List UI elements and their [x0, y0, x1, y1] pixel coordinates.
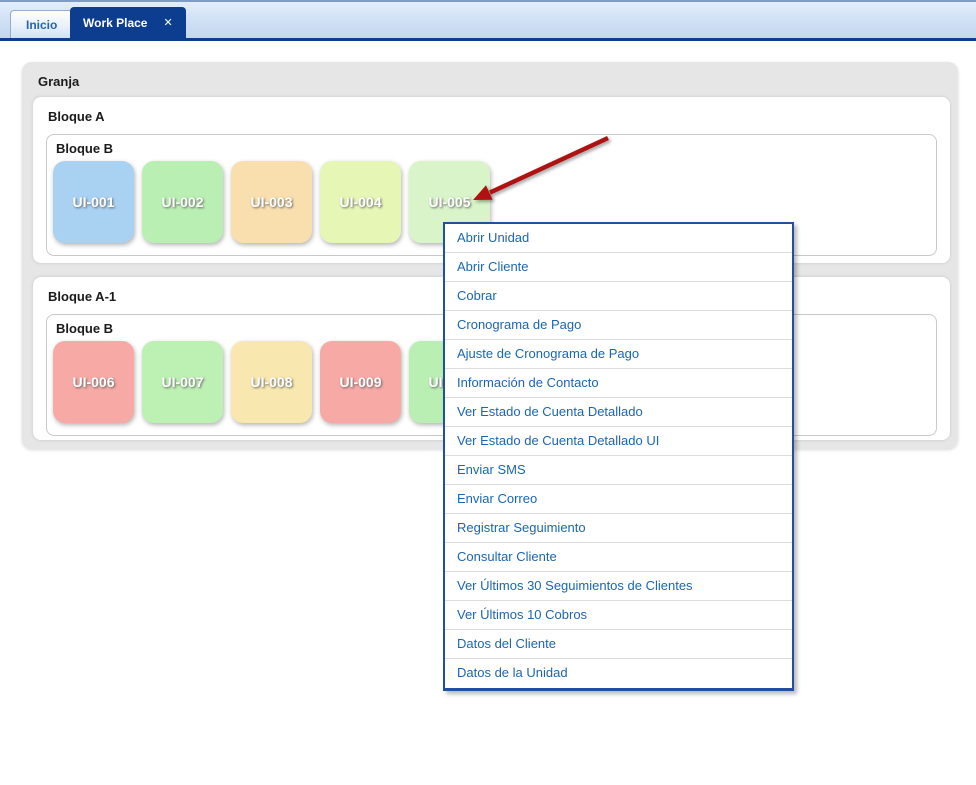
- unit-label: UI-009: [339, 374, 382, 390]
- context-menu-item[interactable]: Abrir Unidad: [445, 224, 792, 253]
- context-menu-item[interactable]: Datos del Cliente: [445, 630, 792, 659]
- context-menu-item[interactable]: Ajuste de Cronograma de Pago: [445, 340, 792, 369]
- context-menu-item[interactable]: Consultar Cliente: [445, 543, 792, 572]
- context-menu-item[interactable]: Ver Estado de Cuenta Detallado: [445, 398, 792, 427]
- context-menu-item[interactable]: Cronograma de Pago: [445, 311, 792, 340]
- context-menu-item[interactable]: Datos de la Unidad: [445, 659, 792, 688]
- unit-label: UI-003: [250, 194, 293, 210]
- unit-tile[interactable]: UI-008: [231, 341, 312, 423]
- context-menu-item[interactable]: Ver Estado de Cuenta Detallado UI: [445, 427, 792, 456]
- block-b-title: Bloque B: [56, 321, 114, 336]
- tab-work-place[interactable]: Work Place ✕: [70, 7, 186, 38]
- tab-inicio[interactable]: Inicio: [10, 10, 74, 38]
- close-tab-icon[interactable]: ✕: [163, 17, 173, 29]
- unit-context-menu: Abrir Unidad Abrir Cliente Cobrar Cronog…: [443, 222, 794, 691]
- unit-tile[interactable]: UI-001: [53, 161, 134, 243]
- unit-tile[interactable]: UI-007: [142, 341, 223, 423]
- context-menu-item[interactable]: Información de Contacto: [445, 369, 792, 398]
- context-menu-item[interactable]: Abrir Cliente: [445, 253, 792, 282]
- unit-label: UI-007: [161, 374, 204, 390]
- context-menu-item[interactable]: Enviar Correo: [445, 485, 792, 514]
- unit-tile[interactable]: UI-006: [53, 341, 134, 423]
- unit-label: UI-004: [339, 194, 382, 210]
- unit-tile[interactable]: UI-004: [320, 161, 401, 243]
- unit-label: UI-002: [161, 194, 204, 210]
- context-menu-item[interactable]: Registrar Seguimiento: [445, 514, 792, 543]
- tab-strip: Inicio Work Place ✕: [0, 0, 976, 41]
- unit-label: UI-001: [72, 194, 115, 210]
- unit-tile-row: UI-001 UI-002 UI-003 UI-004: [53, 161, 936, 243]
- tab-work-place-label: Work Place: [83, 15, 148, 30]
- block-a1-title: Bloque A-1: [48, 289, 117, 304]
- block-a-title: Bloque A: [48, 109, 105, 124]
- unit-label: UI-006: [72, 374, 115, 390]
- tab-inicio-label: Inicio: [26, 17, 58, 32]
- granja-title: Granja: [38, 74, 80, 89]
- unit-label: UI-008: [250, 374, 293, 390]
- unit-tile[interactable]: UI-003: [231, 161, 312, 243]
- context-menu-item[interactable]: Ver Últimos 30 Seguimientos de Clientes: [445, 572, 792, 601]
- block-b-title: Bloque B: [56, 141, 114, 156]
- unit-tile[interactable]: UI-009: [320, 341, 401, 423]
- context-menu-item[interactable]: Enviar SMS: [445, 456, 792, 485]
- context-menu-item[interactable]: Ver Últimos 10 Cobros: [445, 601, 792, 630]
- unit-label: UI-005: [428, 194, 471, 210]
- context-menu-item[interactable]: Cobrar: [445, 282, 792, 311]
- unit-tile[interactable]: UI-002: [142, 161, 223, 243]
